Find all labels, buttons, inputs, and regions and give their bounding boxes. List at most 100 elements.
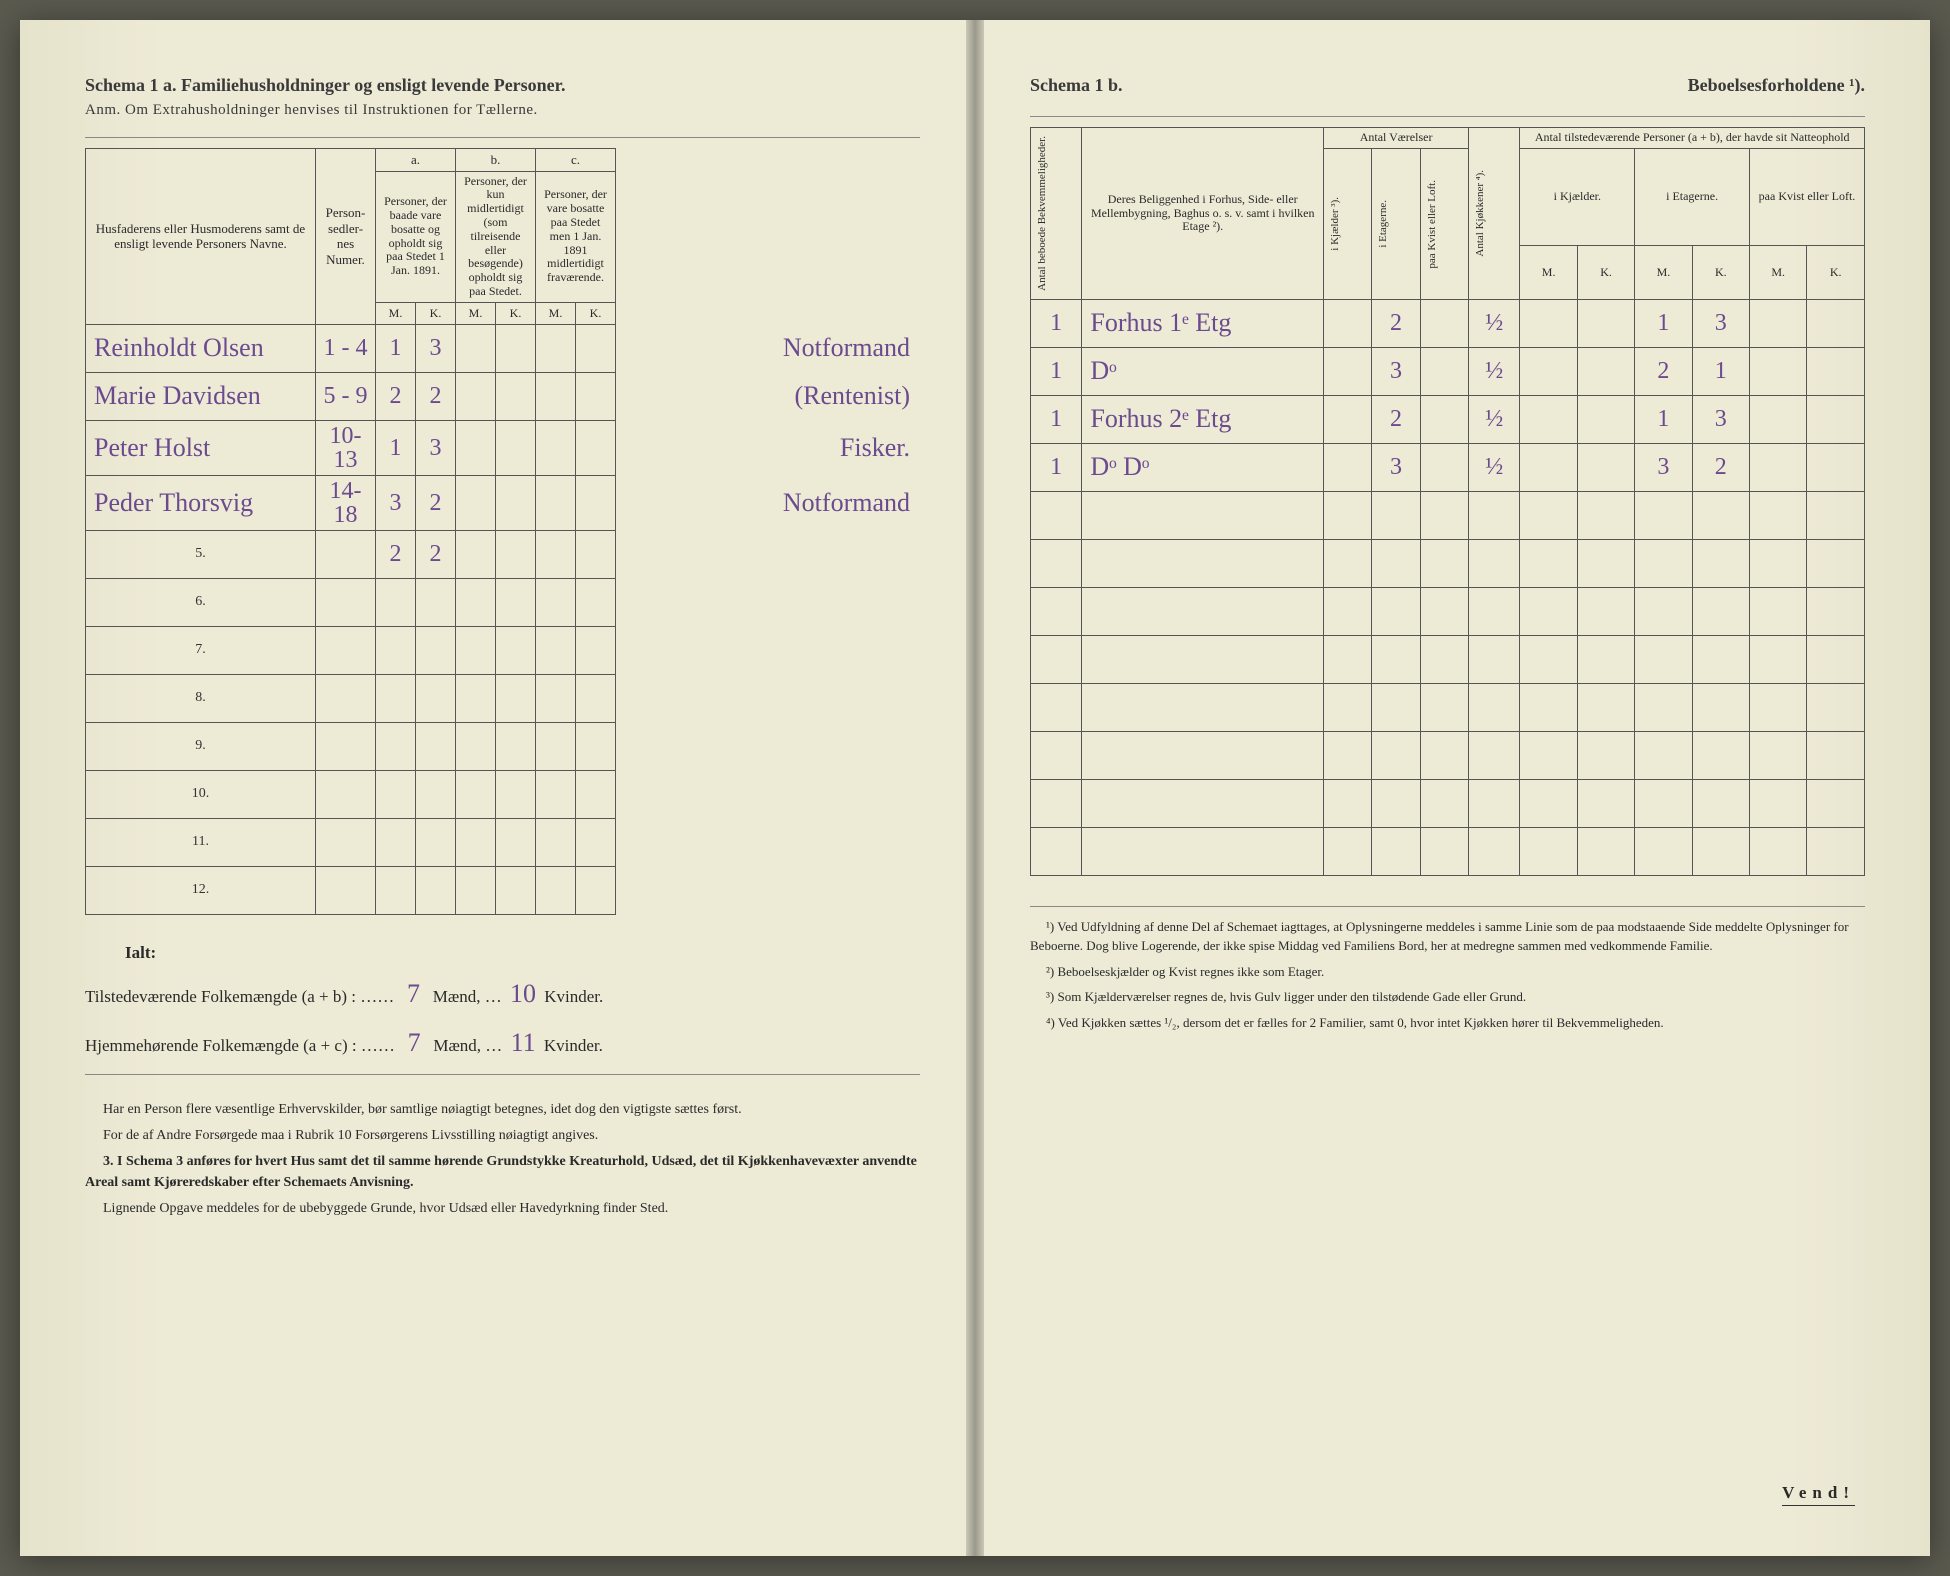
kkk-cell: [1577, 635, 1634, 683]
kk-cell: [1469, 731, 1520, 779]
table-row: 11.: [86, 818, 921, 866]
ck-cell: [576, 372, 616, 420]
ek-cell: 3: [1692, 395, 1749, 443]
bk-cell: [496, 818, 536, 866]
tot1-end: Kvinder.: [544, 987, 603, 1006]
kk-cell: ½: [1469, 347, 1520, 395]
em-cell: [1635, 731, 1692, 779]
occ-cell: [616, 626, 921, 674]
c-k: K.: [576, 302, 616, 324]
b-m: M.: [456, 302, 496, 324]
bel-cell: Dᵒ Dᵒ: [1082, 443, 1324, 491]
table-row: [1031, 731, 1865, 779]
ak-cell: 2: [416, 475, 456, 530]
occ-cell: [616, 674, 921, 722]
lk-cell: [1807, 683, 1865, 731]
kk-cell: [1469, 539, 1520, 587]
bm-cell: [456, 866, 496, 914]
bel-cell: [1082, 587, 1324, 635]
ck-cell: [576, 818, 616, 866]
lm-cell: [1750, 779, 1807, 827]
tot2-k: 11: [507, 1018, 540, 1067]
km-k: K.: [1577, 245, 1634, 299]
kkk-cell: [1577, 395, 1634, 443]
km-cell: [1520, 731, 1577, 779]
ek-cell: [1692, 779, 1749, 827]
em-cell: 2: [1635, 347, 1692, 395]
table-row: 1Forhus 2ᵉ Etg2½13: [1031, 395, 1865, 443]
col-c-text: Personer, der vare bosatte paa Stedet me…: [536, 171, 616, 302]
ck-cell: [576, 866, 616, 914]
kj-cell: [1324, 731, 1372, 779]
bel-cell: [1082, 827, 1324, 875]
ek-cell: 3: [1692, 299, 1749, 347]
bk-cell: [496, 420, 536, 475]
occ-cell: [616, 770, 921, 818]
ek-cell: [1692, 827, 1749, 875]
name-cell: Peder Thorsvig: [86, 475, 316, 530]
kj-cell: [1324, 635, 1372, 683]
kkk-cell: [1577, 491, 1634, 539]
footnote-3: ³) Som Kjælderværelser regnes de, hvis G…: [1030, 987, 1865, 1007]
bel-cell: [1082, 731, 1324, 779]
v-kjaelder: i Kjælder ³).: [1328, 192, 1342, 256]
kv-cell: [1420, 539, 1468, 587]
am-cell: 1: [376, 420, 416, 475]
occupation-col: [616, 149, 921, 325]
ak-cell: [416, 674, 456, 722]
cm-cell: [536, 475, 576, 530]
footnote-1: ¹) Ved Udfyldning af denne Del af Schema…: [1030, 917, 1865, 956]
ps-cell: [316, 866, 376, 914]
cm-cell: [536, 578, 576, 626]
lk-cell: [1807, 827, 1865, 875]
ab-cell: 1: [1031, 347, 1082, 395]
em-cell: [1635, 539, 1692, 587]
bk-cell: [496, 324, 536, 372]
table-row: 8.: [86, 674, 921, 722]
ab-cell: [1031, 731, 1082, 779]
ek-cell: [1692, 491, 1749, 539]
kj-cell: [1324, 347, 1372, 395]
am-cell: [376, 818, 416, 866]
lm-cell: [1750, 827, 1807, 875]
km-m: M.: [1520, 245, 1577, 299]
vend-label: Vend!: [1782, 1483, 1855, 1506]
table-row: 5.22: [86, 530, 921, 578]
km-cell: [1520, 299, 1577, 347]
ak-cell: [416, 818, 456, 866]
km-cell: [1520, 443, 1577, 491]
lk-cell: [1807, 635, 1865, 683]
kv-cell: [1420, 443, 1468, 491]
et-cell: [1372, 827, 1420, 875]
col-b-text: Personer, der kun midlertidigt (som tilr…: [456, 171, 536, 302]
table-row: 9.: [86, 722, 921, 770]
tot1-a: Tilstedeværende Folkemængde (a + b) : ……: [85, 987, 394, 1006]
ps-cell: [316, 770, 376, 818]
kv-cell: [1420, 635, 1468, 683]
et-cell: 2: [1372, 395, 1420, 443]
ps-cell: 14-18: [316, 475, 376, 530]
tot2-m: 7: [399, 1018, 429, 1067]
kv-cell: [1420, 683, 1468, 731]
ak-cell: [416, 722, 456, 770]
bm-cell: [456, 475, 496, 530]
schema-1a-title: Familiehusholdninger og ensligt levende …: [181, 75, 566, 95]
table-row: Peter Holst10-1313Fisker.: [86, 420, 921, 475]
bk-cell: [496, 475, 536, 530]
cm-cell: [536, 818, 576, 866]
km-cell: [1520, 347, 1577, 395]
am-cell: [376, 866, 416, 914]
book-spread: Schema 1 a. Familiehusholdninger og ensl…: [20, 20, 1930, 1556]
totals-line-1: Tilstedeværende Folkemængde (a + b) : ………: [85, 969, 920, 1018]
group-c: c.: [536, 149, 616, 172]
bk-cell: [496, 372, 536, 420]
tot1-k: 10: [506, 969, 540, 1018]
bm-cell: [456, 770, 496, 818]
table-row: 1Dᵒ Dᵒ3½32: [1031, 443, 1865, 491]
table-row: [1031, 491, 1865, 539]
occ-cell: Notformand: [616, 324, 921, 372]
kkk-cell: [1577, 683, 1634, 731]
ek-cell: 1: [1692, 347, 1749, 395]
bel-cell: Forhus 1ᵉ Etg: [1082, 299, 1324, 347]
kj-cell: [1324, 587, 1372, 635]
